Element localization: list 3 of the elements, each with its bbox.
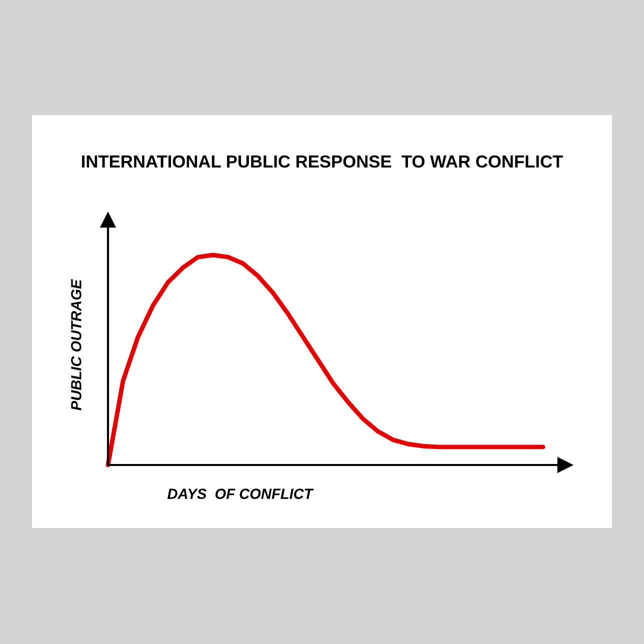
chart-title: INTERNATIONAL PUBLIC RESPONSE TO WAR CONFLICT xyxy=(82,155,563,168)
x-axis-title: DAYS OF CONFLICT xyxy=(167,488,314,499)
y-axis-title: PUBLIC OUTRAGE xyxy=(71,278,82,410)
